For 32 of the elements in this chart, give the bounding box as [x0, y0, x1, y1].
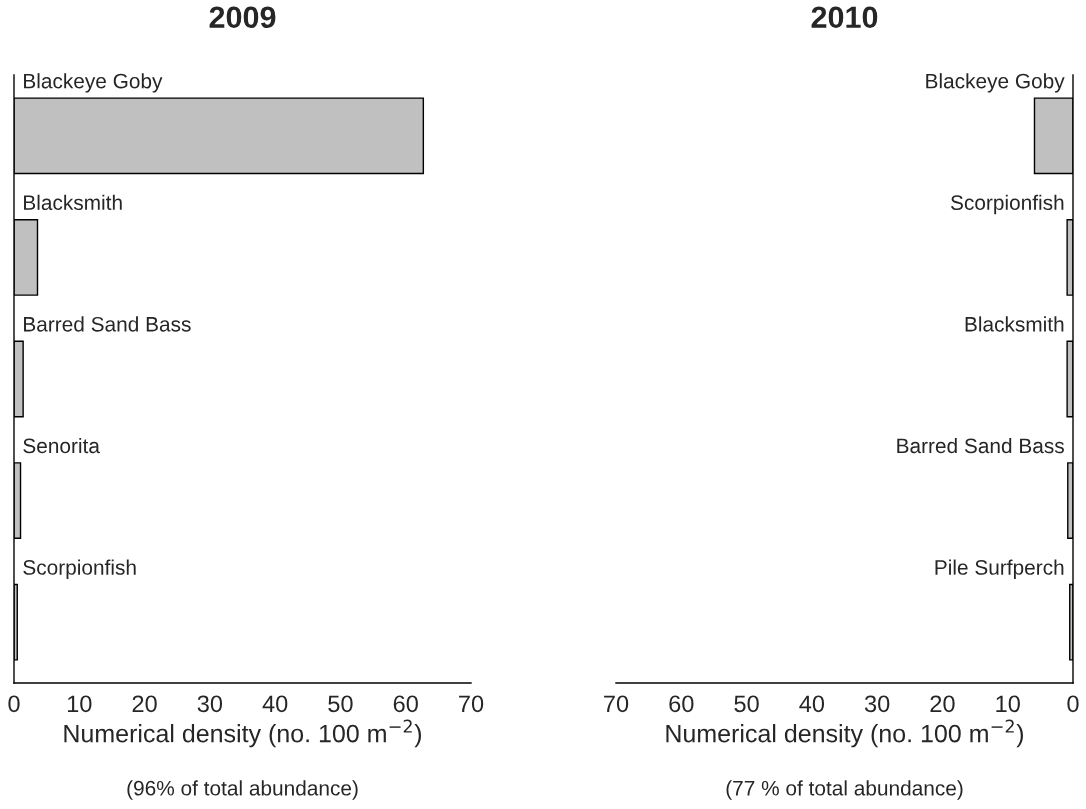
- x-tick-label: 60: [393, 695, 418, 713]
- x-tick-label: 10: [996, 695, 1020, 713]
- category-label: Blackeye Goby: [926, 73, 1065, 93]
- category-label: Barred Sand Bass: [24, 316, 191, 332]
- text: (96% of total abundance): [127, 780, 358, 800]
- chart-title: 2010: [811, 6, 878, 29]
- category-label: Senorita: [23, 437, 100, 454]
- x-tick-label: 60: [669, 695, 694, 713]
- x-tick-label: 40: [262, 695, 288, 713]
- category-label: Pile Surfperch: [935, 559, 1064, 579]
- x-tick-label: 20: [930, 695, 955, 713]
- x-tick-label: 50: [328, 695, 353, 713]
- x-tick-label: 0: [1067, 695, 1079, 713]
- category-label: Blackeye Goby: [24, 73, 163, 93]
- category-label: Blacksmith: [965, 316, 1064, 332]
- x-axis-title: Numerical density (no. 100 m$^{−2}$): [666, 719, 1023, 748]
- x-tick-label: 70: [604, 695, 629, 713]
- text: (77 % of total abundance): [726, 780, 963, 800]
- x-tick-label: 70: [459, 695, 484, 713]
- x-tick-label: 50: [734, 695, 759, 713]
- category-label: Scorpionfish: [23, 559, 136, 579]
- x-tick-label: 30: [197, 695, 223, 713]
- x-tick-label: 30: [864, 695, 890, 713]
- x-tick-label: 0: [8, 695, 20, 713]
- category-label: Barred Sand Bass: [897, 437, 1064, 454]
- x-axis-title: Numerical density (no. 100 m$^{−2}$): [64, 719, 421, 748]
- category-label: Scorpionfish: [950, 194, 1064, 215]
- x-tick-label: 10: [67, 695, 92, 713]
- x-tick-label: 20: [132, 695, 157, 713]
- category-label: Blacksmith: [24, 194, 122, 211]
- chart-title: 2009: [209, 6, 276, 29]
- x-tick-label: 40: [799, 695, 825, 713]
